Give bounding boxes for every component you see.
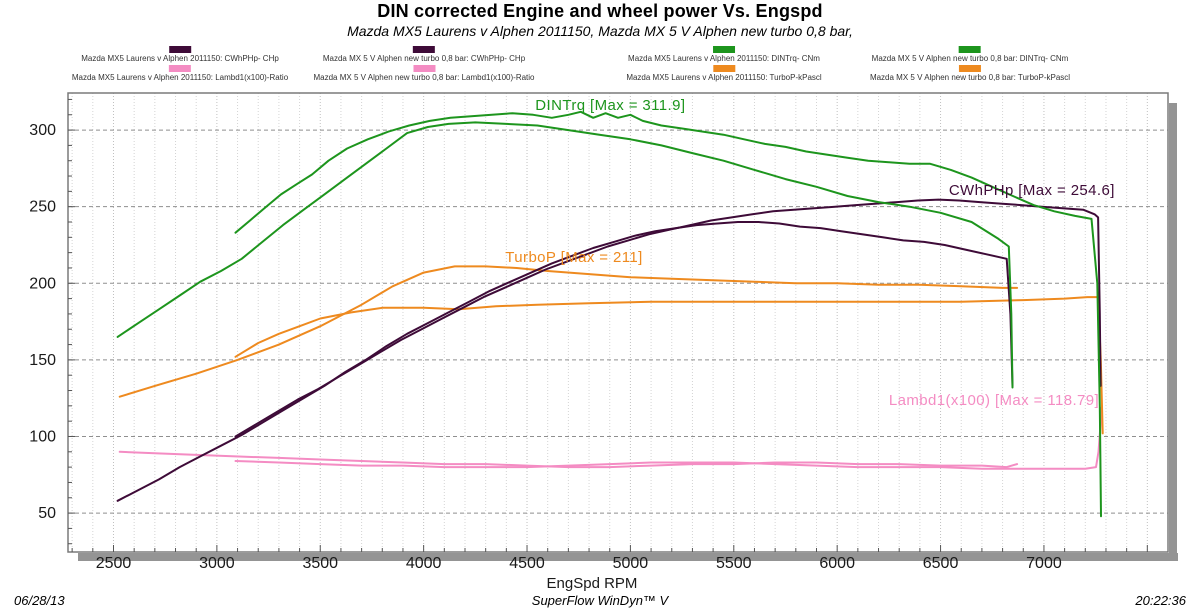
- y-tick-label: 150: [29, 352, 56, 369]
- y-tick-label: 300: [29, 122, 56, 139]
- status-bar: 06/28/13 SuperFlow WinDyn™ V 20:22:36: [0, 593, 1200, 608]
- legend-label: Mazda MX 5 V Alphen new turbo 0,8 bar: L…: [313, 73, 535, 82]
- series-line-lambda-new: [234, 406, 1103, 470]
- legend-item-2: Mazda MX5 Laurens v Alphen 2011150: DINT…: [628, 46, 820, 63]
- legend-item-7: Mazda MX 5 V Alphen new turbo 0,8 bar: T…: [870, 65, 1070, 82]
- x-tick-label: 5000: [613, 555, 649, 572]
- legend-label: Mazda MX 5 V Alphen new turbo 0,8 bar: C…: [322, 54, 526, 63]
- y-tick-label: 200: [29, 275, 56, 292]
- legend-swatch-orange: [713, 65, 735, 72]
- legend-swatch-pink: [169, 65, 191, 72]
- chart-subtitle: Mazda MX5 Laurens v Alphen 2011150, Mazd…: [347, 23, 853, 39]
- plot-shadow-bottom: [78, 553, 1178, 561]
- plot-shadow-right: [1169, 103, 1177, 561]
- footer-software-name: SuperFlow WinDyn™ V: [531, 593, 669, 608]
- x-tick-label: 2500: [96, 555, 132, 572]
- legend-item-6: Mazda MX5 Laurens v Alphen 2011150: Turb…: [626, 65, 822, 82]
- series-line-dintrq-new: [234, 110, 1102, 518]
- annotation-max-orange: TurboP [Max = 211]: [505, 249, 642, 266]
- y-tick-label: 100: [29, 428, 56, 445]
- legend-swatch-orange: [958, 65, 981, 72]
- annotation-max-green: DINTrq [Max = 311.9]: [535, 97, 685, 114]
- legend-swatch-purple: [412, 46, 435, 53]
- legend-item-4: Mazda MX5 Laurens v Alphen 2011150: Lamb…: [72, 65, 288, 82]
- legend-label: Mazda MX5 Laurens v Alphen 2011150: DINT…: [628, 54, 820, 63]
- legend-label: Mazda MX5 Laurens v Alphen 2011150: Lamb…: [71, 73, 289, 82]
- legend-swatch-pink: [412, 65, 435, 72]
- legend-item-3: Mazda MX 5 V Alphen new turbo 0,8 bar: D…: [871, 46, 1069, 63]
- series-line-turbop-new: [234, 296, 1104, 435]
- legend-label: Mazda MX 5 V Alphen new turbo 0,8 bar: D…: [871, 54, 1069, 63]
- legend-swatch-green: [712, 46, 735, 53]
- x-tick-label: 3000: [199, 555, 235, 572]
- series-line-turbop-old: [118, 265, 1019, 398]
- page-title: DIN corrected Engine and wheel power Vs.…: [377, 1, 823, 21]
- annotation-max-purple: CWhPHp [Max = 254.6]: [949, 182, 1115, 199]
- x-tick-label: 7000: [1026, 555, 1062, 572]
- y-tick-label: 250: [29, 199, 56, 216]
- footer-time: 20:22:36: [1135, 593, 1186, 608]
- footer-date: 06/28/13: [14, 593, 65, 608]
- x-tick-label: 3500: [302, 555, 338, 572]
- legend-item-0: Mazda MX5 Laurens v Alphen 2011150: CWhP…: [81, 46, 279, 63]
- series-line-cwhphp-old: [116, 221, 1014, 502]
- legend-swatch-green: [958, 46, 981, 53]
- legend-swatch-purple: [169, 46, 191, 53]
- plot-border: [67, 92, 1169, 553]
- x-tick-label: 4500: [509, 555, 545, 572]
- legend-label: Mazda MX 5 V Alphen new turbo 0,8 bar: T…: [869, 73, 1071, 82]
- x-tick-label: 5500: [716, 555, 752, 572]
- series-line-lambda-old: [118, 450, 1019, 469]
- legend-label: Mazda MX5 Laurens v Alphen 2011150: Turb…: [626, 73, 822, 82]
- x-tick-label: 6000: [819, 555, 855, 572]
- legend-item-1: Mazda MX 5 V Alphen new turbo 0,8 bar: C…: [323, 46, 525, 63]
- series-line-cwhphp-new: [234, 198, 1102, 438]
- legend-label: Mazda MX5 Laurens v Alphen 2011150: CWhP…: [81, 54, 279, 63]
- dyno-plot-area: 2500 3000 3500 4000 4500 5000 5500 6000 6500 7000…: [29, 92, 1178, 592]
- legend-item-5: Mazda MX 5 V Alphen new turbo 0,8 bar: L…: [313, 65, 535, 82]
- series-line-dintrq-old: [116, 121, 1014, 389]
- x-axis-label: EngSpd RPM: [547, 575, 638, 592]
- y-tick-label: 50: [38, 505, 56, 522]
- x-tick-label: 4000: [406, 555, 442, 572]
- annotation-max-pink: Lambd1(x100) [Max = 118.79]: [889, 392, 1099, 409]
- x-tick-label: 6500: [923, 555, 959, 572]
- chart-legend: Mazda MX5 Laurens v Alphen 2011150: CWhP…: [0, 46, 1200, 88]
